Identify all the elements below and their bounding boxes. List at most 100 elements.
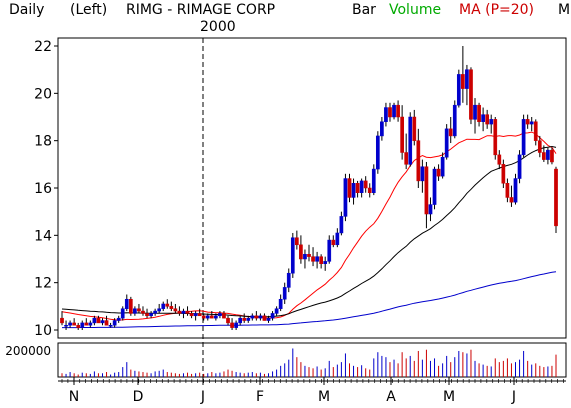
candle: [161, 301, 166, 312]
candle-body: [380, 121, 384, 137]
candle: [501, 159, 506, 188]
candle: [218, 311, 222, 319]
candle-body: [88, 322, 93, 326]
candle: [92, 315, 97, 326]
month-label: M: [443, 389, 455, 405]
candle: [465, 64, 469, 106]
candle-body: [456, 74, 461, 106]
candle-body: [290, 237, 295, 274]
candle: [517, 150, 522, 184]
candle: [120, 306, 125, 321]
candle-body: [60, 317, 64, 324]
candle-body: [542, 152, 546, 160]
candle: [521, 114, 526, 158]
price-tick-label: 16: [34, 181, 52, 197]
candle-body: [408, 116, 413, 165]
candle: [359, 178, 364, 198]
candle: [100, 318, 105, 326]
candle-body: [234, 322, 238, 328]
candle-body: [384, 107, 388, 122]
candle: [546, 147, 550, 165]
candle-body: [327, 239, 332, 262]
candle-body: [375, 135, 380, 170]
candle-body: [189, 313, 194, 317]
candle: [505, 178, 510, 203]
candle: [108, 322, 113, 328]
candle-body: [477, 104, 481, 122]
candle: [529, 117, 534, 132]
candle-body: [116, 317, 121, 321]
month-label: M: [318, 389, 330, 405]
month-label: D: [133, 389, 144, 405]
candle-body: [201, 315, 206, 319]
candle-body: [432, 168, 437, 205]
candle-body: [72, 322, 76, 326]
candle: [116, 315, 121, 323]
more-label[interactable]: M: [558, 2, 571, 18]
candle-body: [254, 315, 259, 319]
candle-body: [501, 164, 506, 184]
volume-axis-label: 200000: [5, 344, 51, 358]
candle-body: [525, 119, 530, 125]
candle-body: [489, 119, 494, 125]
ma200-line: [62, 271, 557, 329]
ma-label[interactable]: MA (P=20): [459, 2, 535, 18]
candle-body: [550, 149, 554, 163]
candle-body: [266, 317, 271, 321]
candle: [282, 282, 287, 304]
candle: [149, 311, 153, 319]
candle-body: [388, 107, 392, 118]
candle: [400, 105, 404, 160]
candle: [473, 98, 477, 134]
candle-body: [165, 303, 170, 307]
candle-body: [416, 140, 421, 182]
axis-side-label: (Left): [70, 2, 108, 18]
candle: [145, 308, 149, 319]
candle: [355, 180, 360, 198]
candle: [278, 294, 283, 312]
candle-body: [149, 313, 153, 317]
candle: [428, 197, 433, 222]
candle-body: [355, 183, 360, 193]
candle-body: [311, 256, 315, 262]
candle: [489, 114, 494, 134]
candle-body: [424, 166, 429, 215]
period-label: Daily: [9, 2, 45, 18]
candle: [392, 102, 396, 120]
volume-label[interactable]: Volume: [389, 2, 442, 18]
candle-body: [452, 104, 457, 137]
price-tick-label: 18: [34, 134, 52, 150]
candle-body: [469, 69, 473, 120]
candle: [177, 306, 182, 316]
candle: [214, 313, 218, 321]
candle-body: [517, 154, 522, 179]
candle-body: [286, 272, 291, 288]
candle: [554, 166, 558, 233]
candle: [169, 301, 174, 312]
candle-body: [299, 244, 303, 260]
candle-body: [153, 310, 157, 314]
candle: [270, 311, 275, 321]
candle-body: [436, 168, 441, 177]
candle-body: [537, 140, 542, 153]
candle-body: [177, 310, 182, 314]
style-label[interactable]: Bar: [352, 2, 376, 18]
candle-body: [161, 303, 166, 309]
candle-body: [412, 116, 417, 141]
candle-body: [533, 121, 538, 141]
candle-body: [363, 180, 368, 189]
candle: [315, 251, 319, 269]
candle-body: [96, 317, 101, 324]
candle-body: [448, 128, 453, 137]
candle: [509, 185, 514, 207]
candle-body: [371, 168, 376, 193]
candle: [412, 109, 417, 146]
candle-body: [270, 313, 275, 319]
candle: [230, 318, 234, 330]
candle: [104, 315, 109, 326]
candle-body: [68, 322, 72, 326]
candle-body: [173, 308, 178, 312]
candle-body: [230, 322, 234, 328]
month-label: F: [256, 389, 264, 405]
candle: [420, 159, 425, 193]
